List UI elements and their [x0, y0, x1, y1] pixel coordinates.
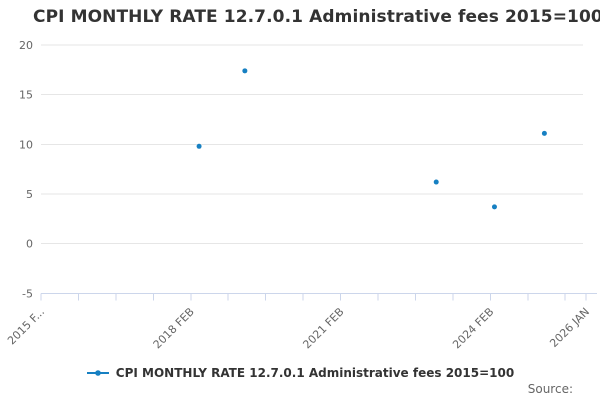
x-axis-label: 2021 FEB [300, 305, 346, 351]
y-axis-label: -5 [22, 287, 33, 300]
data-point[interactable] [242, 68, 248, 74]
x-axis-label: 2026 JAN [547, 305, 592, 350]
x-axis-label: 2024 FEB [450, 305, 496, 351]
data-point[interactable] [491, 204, 497, 210]
x-axis-label: 2018 FEB [151, 305, 197, 351]
data-point[interactable] [433, 179, 439, 185]
legend-series-label: CPI MONTHLY RATE 12.7.0.1 Administrative… [115, 366, 515, 380]
data-point[interactable] [196, 143, 202, 149]
y-axis-label: 10 [19, 138, 33, 151]
legend: CPI MONTHLY RATE 12.7.0.1 Administrative… [0, 364, 600, 382]
plot-area: 20 15 10 5 0 -5 2015 F... 2018 FEB 2021 FEB 2024 … [5, 39, 597, 351]
x-axis-label: 2015 F... [5, 305, 47, 347]
y-axis-label: 5 [26, 188, 33, 201]
data-point[interactable] [541, 130, 547, 136]
y-axis-label: 15 [19, 89, 33, 102]
chart-title: CPI MONTHLY RATE 12.7.0.1 Administrative… [33, 7, 600, 27]
series-line-dot-icon [86, 370, 109, 376]
legend-item[interactable]: CPI MONTHLY RATE 12.7.0.1 Administrative… [86, 366, 514, 380]
y-axis-label: 0 [26, 238, 33, 251]
source-label: Source: [527, 382, 573, 396]
y-axis-label: 20 [19, 39, 33, 52]
